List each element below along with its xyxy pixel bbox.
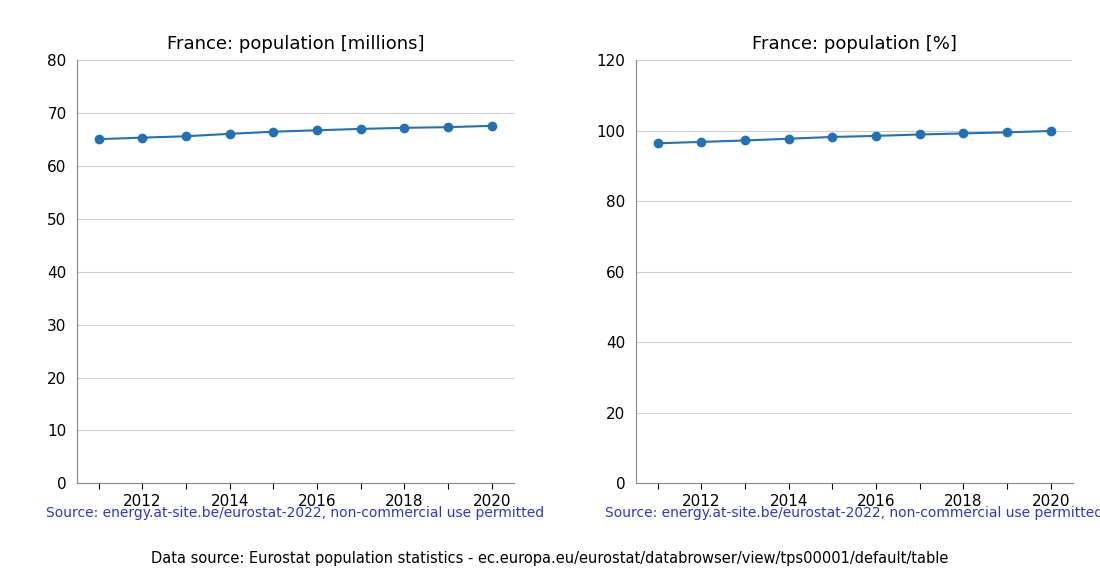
Text: Data source: Eurostat population statistics - ec.europa.eu/eurostat/databrowser/: Data source: Eurostat population statist… bbox=[152, 551, 948, 566]
Text: Source: energy.at-site.be/eurostat-2022, non-commercial use permitted: Source: energy.at-site.be/eurostat-2022,… bbox=[46, 506, 544, 520]
Title: France: population [%]: France: population [%] bbox=[751, 35, 957, 53]
Text: Source: energy.at-site.be/eurostat-2022, non-commercial use permitted: Source: energy.at-site.be/eurostat-2022,… bbox=[605, 506, 1100, 520]
Title: France: population [millions]: France: population [millions] bbox=[166, 35, 425, 53]
